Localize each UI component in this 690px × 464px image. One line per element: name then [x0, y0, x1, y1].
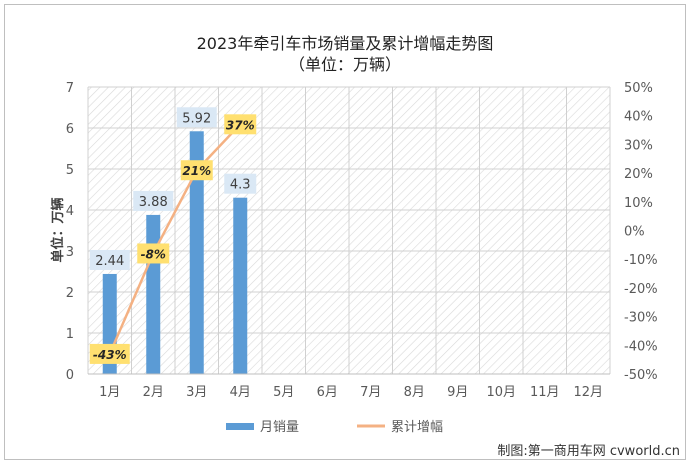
x-tick-label: 8月 [404, 385, 425, 400]
y2-tick-label: 50% [624, 81, 653, 96]
bar-value-label: 3.88 [139, 195, 168, 210]
line-label-box [224, 114, 257, 135]
line-value-label: 37% [226, 118, 255, 132]
line-value-label: -8% [141, 247, 166, 261]
line-label-box [137, 243, 170, 264]
x-tick-label: 12月 [573, 385, 603, 400]
y-axis-title: 单位：万辆 [50, 197, 66, 262]
bar-label-box [133, 190, 174, 211]
x-tick-label: 2月 [143, 385, 164, 400]
y-tick-label: 7 [66, 81, 74, 96]
y2-tick-label: -40% [624, 339, 658, 354]
y2-tick-label: -10% [624, 253, 658, 268]
x-tick-label: 4月 [230, 385, 251, 400]
x-tick-label: 10月 [486, 385, 516, 400]
y2-tick-label: 40% [624, 110, 653, 125]
bar [233, 197, 248, 374]
line-value-label: 21% [182, 164, 211, 178]
y-tick-label: 5 [66, 163, 74, 178]
x-tick-label: 6月 [317, 385, 338, 400]
bar-value-label: 4.3 [230, 178, 251, 193]
line-label-box [89, 343, 130, 364]
chart-credit: 制图:第一商用车网 cvworld.cn [497, 444, 680, 459]
y-tick-label: 4 [66, 204, 74, 219]
x-tick-label: 9月 [447, 385, 468, 400]
line-value-label: -43% [93, 348, 127, 362]
bar-value-label: 5.92 [182, 111, 211, 126]
y2-tick-label: -20% [624, 282, 658, 297]
y2-tick-label: 30% [624, 138, 653, 153]
y2-tick-label: 10% [624, 196, 653, 211]
y-tick-label: 0 [66, 368, 74, 383]
x-tick-label: 11月 [530, 385, 560, 400]
x-tick-label: 5月 [273, 385, 294, 400]
y-tick-label: 1 [66, 327, 74, 342]
chart-subtitle: （单位：万辆） [288, 55, 401, 74]
y2-tick-label: -30% [624, 311, 658, 326]
x-tick-label: 7月 [360, 385, 381, 400]
bar-label-box [224, 173, 257, 194]
bar [189, 131, 204, 374]
chart-title: 2023年牵引车市场销量及累计增幅走势图 [196, 34, 494, 53]
bar-label-box [176, 107, 217, 128]
legend-bar-label: 月销量 [260, 420, 299, 435]
legend-line-label: 累计增幅 [391, 420, 443, 435]
bar [146, 214, 161, 374]
y-tick-label: 6 [66, 122, 74, 137]
line-series [108, 123, 242, 355]
line-label-box [180, 160, 213, 181]
bar-value-label: 2.44 [95, 254, 124, 269]
bar-label-box [89, 249, 130, 270]
y2-tick-label: -50% [624, 368, 658, 383]
y-tick-label: 3 [66, 245, 74, 260]
y2-tick-label: 20% [624, 167, 653, 182]
y-tick-label: 2 [66, 286, 74, 301]
legend-bar-swatch [226, 423, 254, 430]
y2-tick-label: 0% [624, 225, 645, 240]
x-tick-label: 3月 [186, 385, 207, 400]
x-tick-label: 1月 [99, 385, 120, 400]
